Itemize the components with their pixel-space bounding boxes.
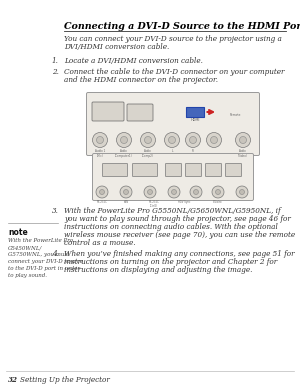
FancyBboxPatch shape bbox=[86, 93, 260, 156]
Text: Remote: Remote bbox=[230, 113, 242, 117]
Circle shape bbox=[140, 132, 155, 147]
Text: You can connect your DVI-D source to the projector using a: You can connect your DVI-D source to the… bbox=[64, 35, 282, 43]
Circle shape bbox=[121, 137, 128, 144]
Text: 2.: 2. bbox=[52, 68, 59, 76]
FancyBboxPatch shape bbox=[127, 104, 153, 121]
Text: instructions on displaying and adjusting the image.: instructions on displaying and adjusting… bbox=[64, 266, 252, 274]
FancyBboxPatch shape bbox=[133, 164, 158, 176]
Circle shape bbox=[124, 190, 128, 195]
FancyBboxPatch shape bbox=[206, 164, 221, 176]
Text: connect your DVI-D source: connect your DVI-D source bbox=[8, 259, 83, 264]
Text: G5450WNL/: G5450WNL/ bbox=[8, 245, 42, 250]
Text: instructions on connecting audio cables. With the optional: instructions on connecting audio cables.… bbox=[64, 223, 278, 231]
Circle shape bbox=[144, 186, 156, 198]
Text: 3.: 3. bbox=[52, 207, 59, 215]
Text: 1.: 1. bbox=[52, 57, 59, 65]
Text: Connect the cable to the DVI-D connector on your computer: Connect the cable to the DVI-D connector… bbox=[64, 68, 284, 76]
Circle shape bbox=[97, 137, 104, 144]
Circle shape bbox=[120, 186, 132, 198]
Text: Audio 1
(Mic): Audio 1 (Mic) bbox=[95, 149, 105, 158]
FancyBboxPatch shape bbox=[103, 164, 128, 176]
Circle shape bbox=[92, 132, 107, 147]
Circle shape bbox=[185, 132, 200, 147]
Circle shape bbox=[215, 190, 220, 195]
Text: Connecting a DVI-D Source to the HDMI Port: Connecting a DVI-D Source to the HDMI Po… bbox=[64, 22, 300, 31]
Circle shape bbox=[164, 132, 179, 147]
Circle shape bbox=[239, 137, 247, 144]
Text: Locate a DVI/HDMI conversion cable.: Locate a DVI/HDMI conversion cable. bbox=[64, 57, 203, 65]
Circle shape bbox=[190, 137, 196, 144]
Text: instructions on turning on the projector and Chapter 2 for: instructions on turning on the projector… bbox=[64, 258, 277, 266]
Text: to play sound.: to play sound. bbox=[8, 273, 47, 278]
Text: note: note bbox=[8, 228, 28, 237]
Text: When you’ve finished making any connections, see page 51 for: When you’ve finished making any connecti… bbox=[64, 250, 295, 258]
Circle shape bbox=[96, 186, 108, 198]
Text: HDV Sync: HDV Sync bbox=[178, 200, 190, 204]
FancyBboxPatch shape bbox=[185, 164, 202, 176]
Circle shape bbox=[100, 190, 104, 195]
Text: you want to play sound through the projector, see page 46 for: you want to play sound through the proje… bbox=[64, 215, 291, 223]
Text: S-Video: S-Video bbox=[213, 200, 223, 204]
Circle shape bbox=[194, 190, 199, 195]
Text: Audio
(Comp2): Audio (Comp2) bbox=[142, 149, 154, 158]
Text: R: R bbox=[192, 149, 194, 154]
FancyBboxPatch shape bbox=[166, 164, 182, 176]
Circle shape bbox=[148, 190, 152, 195]
Text: and the HDMI connector on the projector.: and the HDMI connector on the projector. bbox=[64, 76, 218, 84]
Text: L: L bbox=[171, 149, 173, 154]
Text: With the PowerLite Pro G5550NL/G5650WNL/G5950NL, if: With the PowerLite Pro G5550NL/G5650WNL/… bbox=[64, 207, 280, 215]
Text: 32: 32 bbox=[8, 376, 18, 384]
FancyBboxPatch shape bbox=[92, 154, 253, 200]
Circle shape bbox=[145, 137, 152, 144]
Circle shape bbox=[236, 132, 250, 147]
Circle shape bbox=[172, 190, 176, 195]
Text: DVI/HDMI conversion cable.: DVI/HDMI conversion cable. bbox=[64, 43, 169, 51]
Text: LAN: LAN bbox=[124, 200, 128, 204]
Text: HDMI: HDMI bbox=[190, 118, 200, 122]
Text: Setting Up the Projector: Setting Up the Projector bbox=[20, 376, 110, 384]
Circle shape bbox=[190, 186, 202, 198]
Circle shape bbox=[211, 137, 218, 144]
Text: G5750WNL, you must: G5750WNL, you must bbox=[8, 252, 70, 257]
FancyBboxPatch shape bbox=[226, 164, 242, 176]
Circle shape bbox=[212, 186, 224, 198]
Text: Audio
(Video): Audio (Video) bbox=[238, 149, 248, 158]
Text: to the DVI-D port in order: to the DVI-D port in order bbox=[8, 266, 80, 271]
Circle shape bbox=[169, 137, 176, 144]
Text: With the PowerLite Pro: With the PowerLite Pro bbox=[8, 238, 73, 243]
Circle shape bbox=[116, 132, 131, 147]
Text: 4.: 4. bbox=[52, 250, 59, 258]
Circle shape bbox=[206, 132, 221, 147]
Text: RS-232C
(Ctrl2): RS-232C (Ctrl2) bbox=[148, 200, 159, 208]
Circle shape bbox=[236, 186, 248, 198]
Text: control as a mouse.: control as a mouse. bbox=[64, 239, 136, 247]
Circle shape bbox=[239, 190, 244, 195]
Text: RS-232C: RS-232C bbox=[97, 200, 107, 204]
Text: wireless mouse receiver (see page 70), you can use the remote: wireless mouse receiver (see page 70), y… bbox=[64, 231, 295, 239]
Text: Audio
(Computer1): Audio (Computer1) bbox=[115, 149, 133, 158]
Circle shape bbox=[168, 186, 180, 198]
Bar bbox=[186, 107, 204, 117]
FancyBboxPatch shape bbox=[92, 102, 124, 121]
